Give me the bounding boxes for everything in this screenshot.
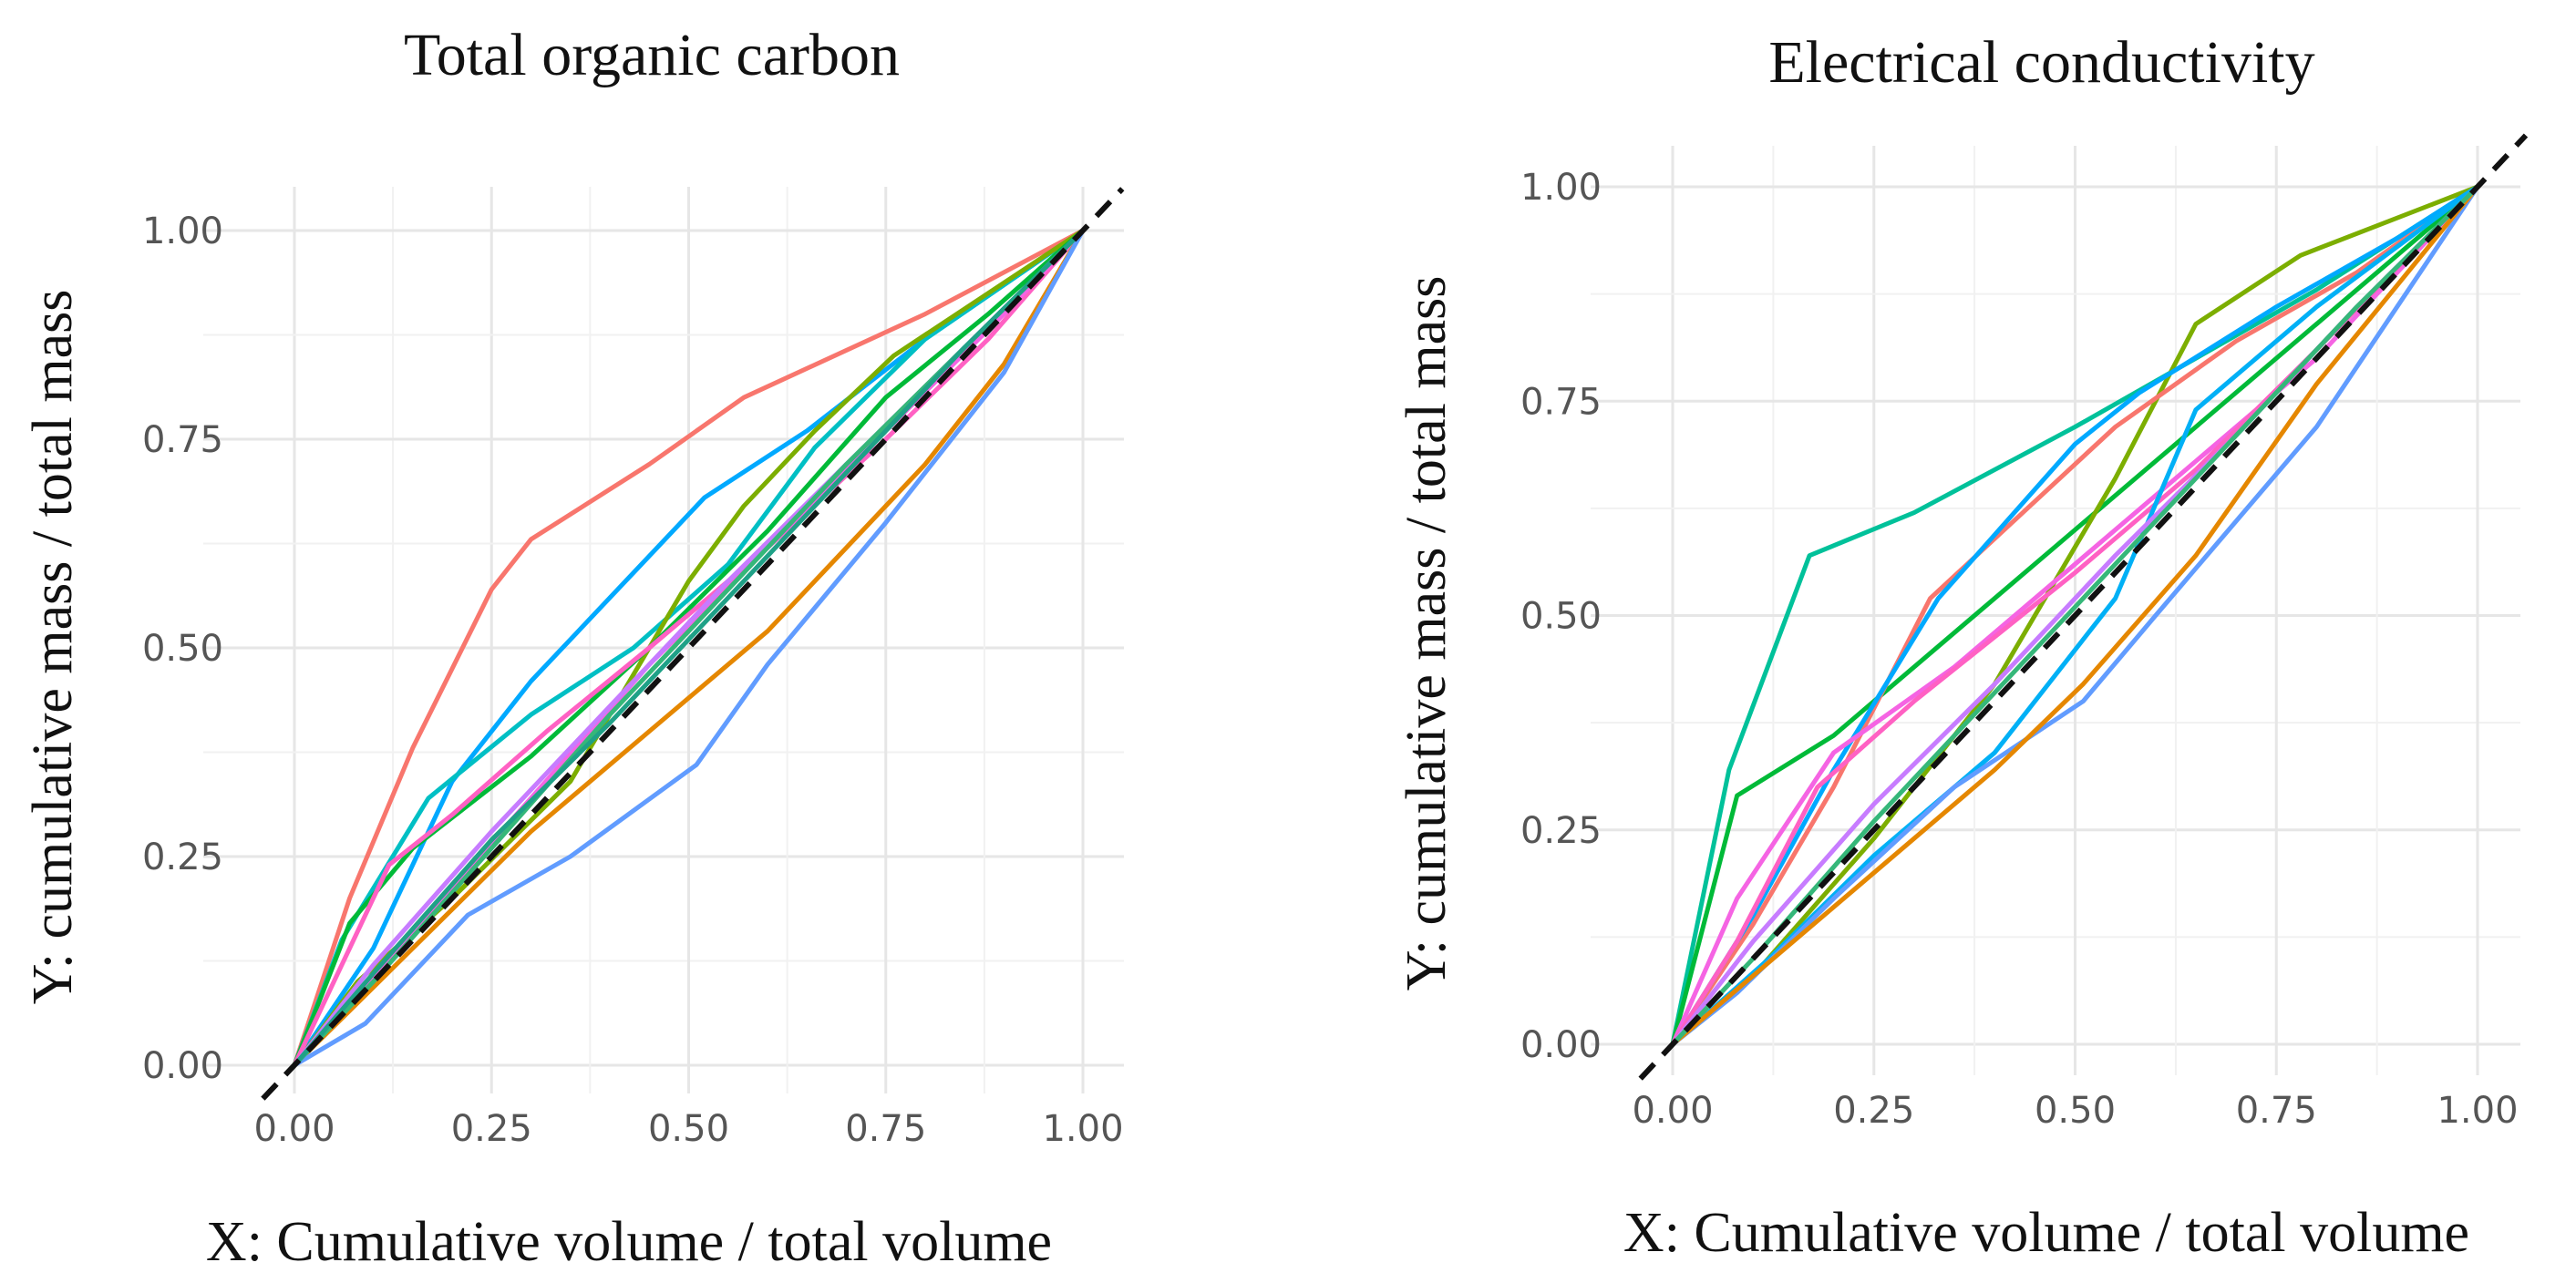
series-line-6: [292, 228, 1086, 1068]
tick-labels: 0.00 0.25 0.50 0.75 1.00 0.00 0.25 0.50 0.75 1.00: [142, 210, 1124, 1150]
series-line-4: [1670, 184, 2480, 1047]
reference-line: [261, 187, 1125, 1101]
series-line-2: [292, 228, 1086, 1068]
series-line-10: [1670, 184, 2480, 1047]
series-line-8: [292, 228, 1086, 1068]
y-tick-label: 0.75: [142, 419, 223, 461]
series-line-2: [1670, 184, 2480, 1047]
chart-panel-electrical-conductivity: Electrical conductivity 0.00 0.25 0.50 0.75…: [1396, 29, 2529, 1264]
series-line-3: [292, 228, 1086, 1068]
y-tick-label: 0.25: [1520, 810, 1602, 852]
y-tick-label: 0.50: [142, 628, 223, 670]
x-axis-label: X: Cumulative volume / total volume: [206, 1211, 1052, 1273]
reference-line-dashed: [1638, 133, 2529, 1081]
series-line-6: [1670, 184, 2480, 1047]
x-tick-label: 0.75: [2236, 1090, 2317, 1132]
y-tick-label: 1.00: [142, 210, 223, 252]
series-line-9: [292, 228, 1086, 1068]
x-axis-label: X: Cumulative volume / total volume: [1623, 1202, 2469, 1264]
tick-labels: 0.00 0.25 0.50 0.75 1.00 0.00 0.25 0.50 0.75 1.00: [1520, 167, 2519, 1132]
y-tick-label: 0.50: [1520, 596, 1602, 638]
y-tick-label: 0.25: [142, 837, 223, 878]
x-tick-label: 1.00: [1042, 1108, 1123, 1150]
x-tick-label: 0.75: [845, 1108, 926, 1150]
x-tick-label: 1.00: [2437, 1090, 2518, 1132]
x-tick-label: 0.00: [253, 1108, 335, 1150]
series-line-5: [1670, 184, 2480, 1047]
x-tick-label: 0.25: [451, 1108, 532, 1150]
grid: [1591, 146, 2520, 1075]
x-tick-label: 0.50: [648, 1108, 729, 1150]
series-line-12: [1670, 184, 2480, 1047]
y-axis-label: Y: cumulative mass / total mass: [1396, 276, 1458, 991]
chart-title: Electrical conductivity: [1768, 29, 2314, 96]
x-tick-label: 0.00: [1632, 1090, 1713, 1132]
series-line-12: [292, 228, 1086, 1068]
series-lines: [1670, 184, 2480, 1047]
x-tick-label: 0.50: [2035, 1090, 2116, 1132]
y-axis-label: Y: cumulative mass / total mass: [22, 290, 84, 1005]
y-tick-label: 1.00: [1520, 167, 1602, 209]
series-lines: [292, 228, 1086, 1068]
series-line-1: [1670, 184, 2480, 1047]
x-tick-label: 0.25: [1833, 1090, 1914, 1132]
y-tick-label: 0.00: [142, 1045, 223, 1087]
y-tick-label: 0.00: [1520, 1024, 1602, 1066]
chart-panel-total-organic-carbon: Total organic carbon 0.00 0.25 0.50 0.75 1.0…: [22, 22, 1125, 1273]
reference-line: [1638, 133, 2529, 1081]
chart-title: Total organic carbon: [404, 22, 900, 88]
y-tick-label: 0.75: [1520, 381, 1602, 423]
reference-line-dashed: [261, 187, 1125, 1101]
series-line-1: [292, 228, 1086, 1068]
grid: [203, 187, 1124, 1093]
